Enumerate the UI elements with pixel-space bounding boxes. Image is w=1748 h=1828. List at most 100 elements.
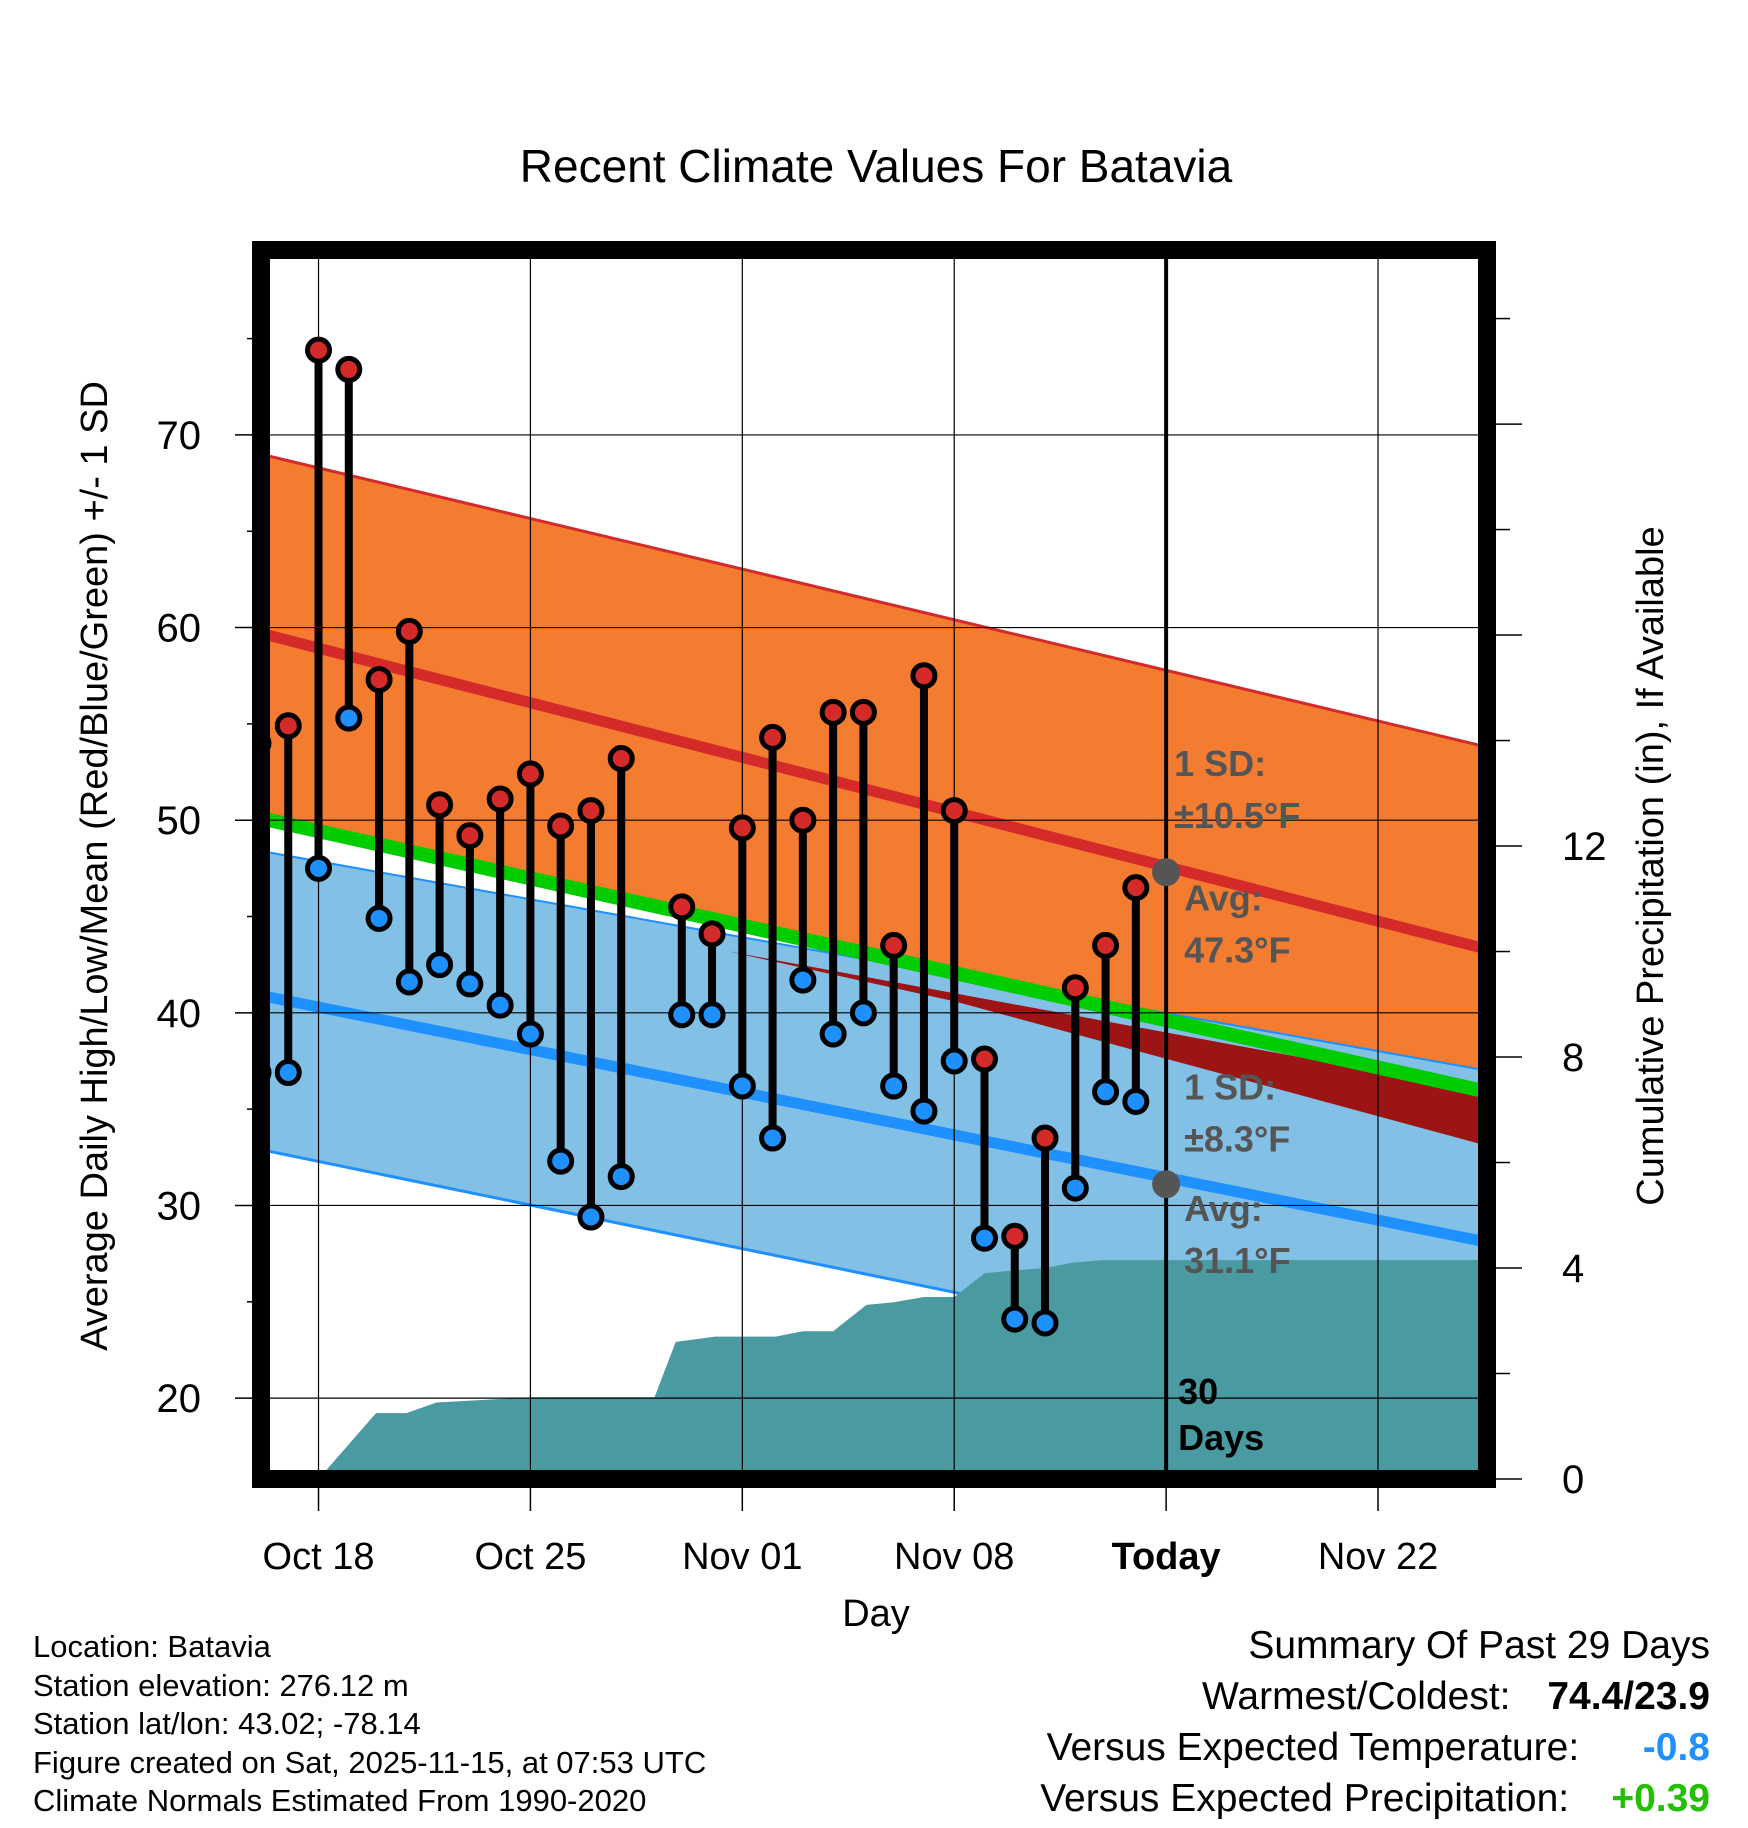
low-point <box>365 904 393 932</box>
today-high-avg-marker <box>1152 858 1181 887</box>
high-point <box>940 797 968 825</box>
high-point <box>819 698 847 726</box>
low-point <box>849 999 877 1027</box>
low-point <box>698 1001 726 1029</box>
x-tick-label: Nov 01 <box>682 1536 802 1578</box>
low-point <box>668 1001 696 1029</box>
low-point <box>910 1097 938 1125</box>
x-tick-label: Nov 08 <box>894 1536 1014 1578</box>
high-point <box>789 806 817 834</box>
high-point <box>305 336 333 364</box>
y-tick-label: 20 <box>157 1377 202 1421</box>
high-point <box>970 1045 998 1073</box>
high-point <box>728 814 756 842</box>
elevation-text: Station elevation: 276.12 m <box>33 1667 409 1703</box>
low-point <box>759 1124 787 1152</box>
high-point <box>395 617 423 645</box>
high-point <box>910 662 938 690</box>
high-avg-line <box>261 628 1487 955</box>
window-annotation: 30 Days <box>1178 1371 1264 1458</box>
precipitation-area <box>318 1260 1487 1479</box>
summary-title: Summary Of Past 29 Days <box>1248 1624 1710 1667</box>
plot-frame <box>252 241 1496 1488</box>
low-point <box>1092 1078 1120 1106</box>
temp-value: -0.8 <box>1642 1726 1710 1769</box>
high-point <box>577 797 605 825</box>
warm-cold-value: 74.4/23.9 <box>1547 1675 1710 1718</box>
plot-area: 1 SD: ±10.5°F Avg: 47.3°F 1 SD: ±8.3°F Avg: 31.… <box>261 250 1487 1479</box>
x-tick-label: Oct 18 <box>263 1536 375 1578</box>
low-avg-line <box>261 990 1487 1248</box>
created-text: Figure created on Sat, 2025-11-15, at 07… <box>33 1744 707 1780</box>
high-point <box>516 760 544 788</box>
low-sd-value: ±8.3°F <box>1184 1119 1290 1160</box>
normals-text: Climate Normals Estimated From 1990-2020 <box>33 1783 647 1818</box>
y2-tick-label: 8 <box>1562 1036 1584 1080</box>
y-tick-label: 70 <box>157 414 202 458</box>
low-point <box>395 968 423 996</box>
chart-title: Recent Climate Values For Batavia <box>520 140 1233 192</box>
high-avg-value: 47.3°F <box>1184 930 1290 971</box>
summary-panel: Summary Of Past 29 Days Warmest/Coldest:… <box>1040 1620 1710 1824</box>
precip-label: Versus Expected Precipitation: <box>1040 1777 1570 1820</box>
low-point <box>789 966 817 994</box>
y-tick-label: 60 <box>157 607 202 651</box>
high-point <box>1092 931 1120 959</box>
low-point <box>940 1047 968 1075</box>
high-point <box>365 666 393 694</box>
low-point <box>426 951 454 979</box>
low-point <box>335 704 363 732</box>
high-sd-value: ±10.5°F <box>1174 795 1300 836</box>
high-point <box>668 893 696 921</box>
high-point <box>547 812 575 840</box>
low-point <box>547 1147 575 1175</box>
low-point <box>880 1072 908 1100</box>
low-point <box>1122 1087 1150 1115</box>
high-point <box>335 355 363 383</box>
high-point <box>849 698 877 726</box>
today-low-avg-marker <box>1152 1170 1181 1199</box>
y-tick-label: 30 <box>157 1184 202 1228</box>
window-number: 30 <box>1178 1371 1218 1412</box>
high-sd-label: 1 SD: <box>1174 743 1266 784</box>
high-point <box>1001 1222 1029 1250</box>
annotations: 1 SD: ±10.5°F Avg: 47.3°F 1 SD: ±8.3°F Avg: 31.… <box>1174 743 1300 1281</box>
y2-tick-label: 4 <box>1562 1247 1584 1291</box>
latlon-text: Station lat/lon: 43.02; -78.14 <box>33 1706 421 1741</box>
high-point <box>456 822 484 850</box>
high-point <box>1122 874 1150 902</box>
low-sd-label: 1 SD: <box>1184 1067 1276 1108</box>
high-point <box>607 745 635 773</box>
location-text: Location: Batavia <box>33 1629 271 1664</box>
axes: 20 30 40 50 60 70 0 4 8 12 Oct 18 Oct 25 Nov 01 Nov 0… <box>157 241 1607 1578</box>
temp-row: Versus Expected Temperature: -0.8 <box>1040 1722 1710 1773</box>
low-point <box>305 854 333 882</box>
low-point <box>486 991 514 1019</box>
low-point <box>1031 1309 1059 1337</box>
low-point <box>274 1059 302 1087</box>
y2-tick-label: 0 <box>1562 1458 1584 1502</box>
high-point <box>698 920 726 948</box>
low-point <box>970 1224 998 1252</box>
low-point <box>1001 1305 1029 1333</box>
plot-content <box>261 250 1487 1479</box>
x-tick-label: Nov 22 <box>1318 1536 1438 1578</box>
low-point <box>577 1203 605 1231</box>
high-point <box>426 791 454 819</box>
high-point <box>486 785 514 813</box>
low-point <box>607 1163 635 1191</box>
high-point <box>274 712 302 740</box>
y2-axis-label: Cumulative Precipitation (in), If Availa… <box>1630 526 1672 1205</box>
temp-label: Versus Expected Temperature: <box>1046 1726 1580 1769</box>
x-tick-label: Oct 25 <box>474 1536 586 1578</box>
low-avg-label: Avg: <box>1184 1188 1263 1229</box>
y-tick-label: 40 <box>157 992 202 1036</box>
high-avg-label: Avg: <box>1184 878 1263 919</box>
warm-cold-row: Warmest/Coldest: 74.4/23.9 <box>1040 1671 1710 1722</box>
high-point <box>1031 1124 1059 1152</box>
window-label: Days <box>1178 1417 1264 1458</box>
low-point <box>728 1072 756 1100</box>
y-axis-label: Average Daily High/Low/Mean (Red/Blue/Gr… <box>74 381 116 1351</box>
low-point <box>1061 1174 1089 1202</box>
